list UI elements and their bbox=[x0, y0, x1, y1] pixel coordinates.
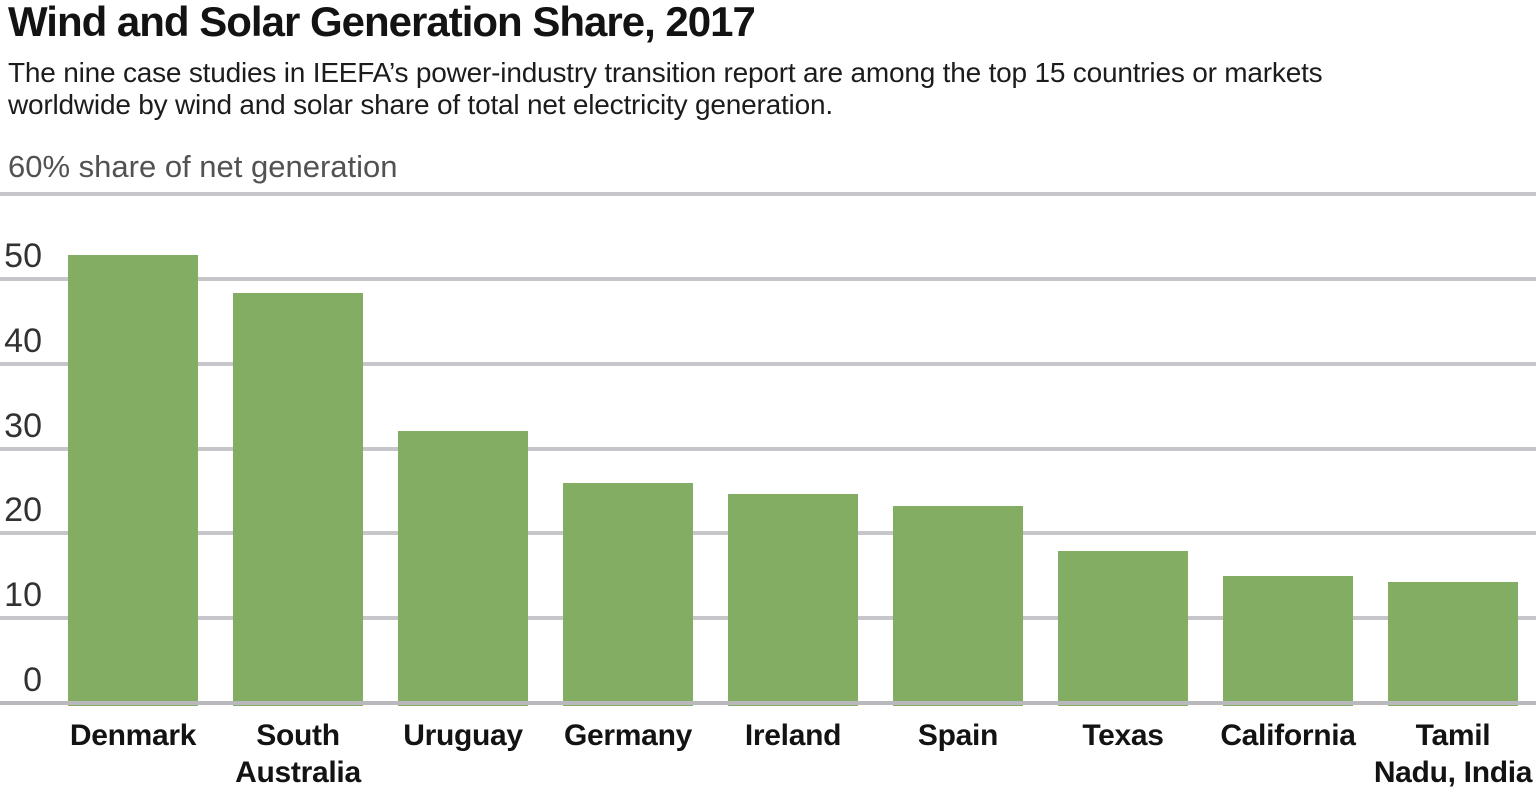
bar-south-australia bbox=[233, 292, 363, 706]
x-label-spain: Spain bbox=[917, 719, 999, 752]
y-tick-label-0: 0 bbox=[23, 661, 42, 699]
bar-uruguay bbox=[398, 430, 528, 706]
chart-title: Wind and Solar Generation Share, 2017 bbox=[8, 0, 756, 45]
y-tick-label-20: 20 bbox=[4, 491, 42, 530]
x-axis-baseline bbox=[0, 701, 1536, 705]
gridline-30 bbox=[0, 446, 1536, 451]
bar-germany bbox=[563, 482, 693, 706]
y-tick-label-30: 30 bbox=[4, 406, 42, 445]
y-tick-label-50: 50 bbox=[4, 237, 42, 276]
x-label-california: California bbox=[1220, 719, 1356, 752]
x-label-tamil-nadu-india: Tamil Nadu, India bbox=[1373, 719, 1533, 788]
gridline-40 bbox=[0, 361, 1536, 366]
x-label-ireland: Ireland bbox=[744, 719, 842, 752]
bar-texas bbox=[1058, 551, 1188, 706]
bar-spain bbox=[893, 506, 1023, 706]
bar-denmark bbox=[68, 255, 198, 706]
x-label-denmark: Denmark bbox=[69, 719, 197, 752]
chart-subtitle: The nine case studies in IEEFA’s power-i… bbox=[8, 57, 1323, 120]
y-axis-unit-label: 60% share of net generation bbox=[8, 149, 398, 184]
x-label-uruguay: Uruguay bbox=[403, 719, 523, 752]
y-tick-label-40: 40 bbox=[4, 321, 42, 360]
bar-ireland bbox=[728, 494, 858, 706]
x-label-germany: Germany bbox=[564, 719, 692, 752]
y-tick-label-10: 10 bbox=[4, 576, 42, 615]
x-label-south-australia: South Australia bbox=[235, 719, 361, 788]
x-label-texas: Texas bbox=[1082, 719, 1164, 752]
gridline-60 bbox=[0, 192, 1536, 197]
bar-tamil-nadu-india bbox=[1388, 581, 1518, 706]
gridline-50 bbox=[0, 277, 1536, 282]
bar-california bbox=[1223, 575, 1353, 706]
